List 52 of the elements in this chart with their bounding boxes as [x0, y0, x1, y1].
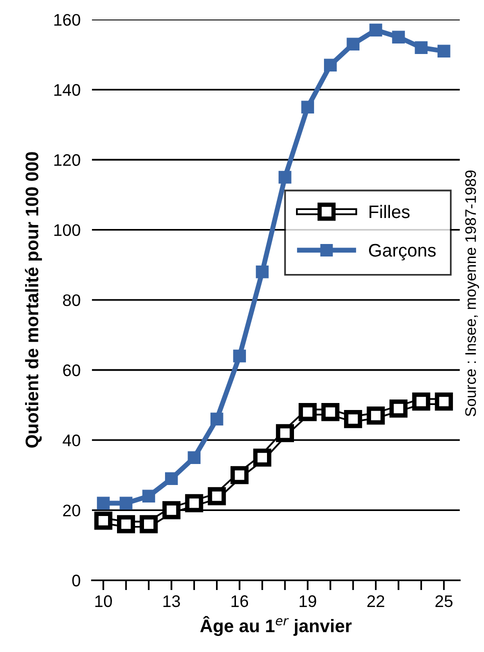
point — [208, 487, 226, 506]
legend-label: Filles — [370, 204, 410, 218]
point — [369, 24, 382, 36]
point — [392, 30, 405, 44]
y-axis-title: Quotient de mortalité pour 100 000 — [24, 152, 42, 448]
point — [301, 100, 314, 114]
point — [94, 512, 112, 530]
y-tick-label: 160 — [54, 14, 80, 26]
y-tick-label: 140 — [54, 84, 80, 96]
point — [412, 392, 430, 411]
point — [120, 496, 132, 510]
point — [253, 448, 272, 467]
x-tick-label: 25 — [435, 595, 452, 608]
point — [96, 496, 110, 510]
x-tick-label: 10 — [95, 595, 112, 608]
point — [188, 451, 201, 464]
y-tick-label: 80 — [63, 294, 80, 306]
legend-label: Garçons — [369, 244, 436, 260]
point — [414, 41, 428, 54]
point — [321, 403, 340, 422]
y-tick-label: 100 — [54, 224, 80, 236]
point — [324, 58, 337, 72]
point — [434, 392, 453, 411]
point — [346, 38, 360, 50]
point — [276, 424, 294, 442]
point — [278, 170, 292, 184]
point — [185, 494, 204, 512]
point — [233, 350, 246, 362]
point — [116, 515, 136, 534]
point — [230, 466, 249, 484]
source-note: Source : Insee, moyenne 1987-1989 — [465, 170, 480, 416]
point — [344, 410, 362, 428]
y-tick-label: 40 — [62, 434, 80, 446]
point — [210, 412, 224, 426]
x-tick-label: 22 — [367, 595, 384, 607]
y-tick-label: 20 — [63, 504, 80, 516]
y-tick-label: 120 — [54, 154, 80, 166]
x-tick-label: 16 — [232, 595, 248, 608]
x-axis-title: Âge au 1$^{er}$ janvier — [200, 616, 352, 636]
point — [438, 44, 450, 58]
y-tick-label: 0 — [72, 574, 80, 586]
point — [256, 265, 269, 278]
point — [162, 501, 180, 520]
point — [389, 400, 408, 418]
x-tick-label: 13 — [163, 595, 180, 608]
point — [142, 490, 156, 503]
y-tick-label: 60 — [63, 364, 80, 376]
x-tick-label: 19 — [300, 595, 316, 608]
point — [165, 472, 178, 486]
point — [140, 515, 158, 534]
point — [366, 406, 385, 425]
point — [298, 403, 317, 422]
